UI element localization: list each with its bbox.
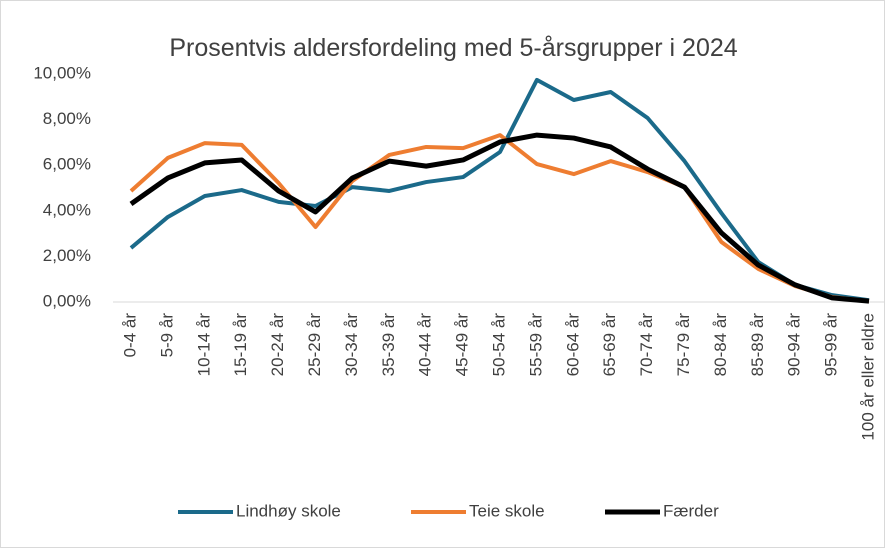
x-tick-label: 65-69 år [600,313,619,377]
x-tick-label: 30-34 år [342,313,361,377]
x-tick-label: 10-14 år [194,313,213,377]
legend-label: Færder [663,501,719,520]
y-tick-label: 6,00% [43,155,91,174]
x-tick-label: 75-79 år [674,313,693,377]
legend-label: Lindhøy skole [236,501,341,520]
x-tick-label: 60-64 år [563,313,582,377]
y-tick-label: 10,00% [33,63,91,82]
legend-label: Teie skole [469,501,545,520]
x-tick-label: 45-49 år [453,313,472,377]
series-line [129,77,870,303]
x-tick-label: 20-24 år [268,313,287,377]
x-tick-label: 40-44 år [416,313,435,377]
y-tick-label: 0,00% [43,291,91,310]
series-line [129,132,870,304]
x-tick-label: 25-29 år [305,313,324,377]
y-tick-label: 4,00% [43,200,91,219]
x-tick-label: 15-19 år [231,313,250,377]
series-line [129,133,870,304]
x-tick-label: 50-54 år [489,313,508,377]
x-tick-label: 85-89 år [748,313,767,377]
y-tick-label: 2,00% [43,246,91,265]
chart-title: Prosentvis aldersfordeling med 5-årsgrup… [169,34,738,62]
x-tick-label: 95-99 år [822,313,841,377]
x-tick-label: 100 år eller eldre [858,313,877,441]
x-tick-label: 0-4 år [120,313,139,358]
x-tick-label: 55-59 år [526,313,545,377]
x-tick-label: 80-84 år [711,313,730,377]
x-tick-label: 70-74 år [637,313,656,377]
x-tick-label: 35-39 år [379,313,398,377]
y-tick-label: 8,00% [43,109,91,128]
x-tick-label: 5-9 år [157,313,176,358]
x-tick-label: 90-94 år [785,313,804,377]
